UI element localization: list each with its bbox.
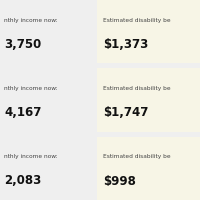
FancyBboxPatch shape [0,137,94,200]
Text: $1,373: $1,373 [103,38,148,51]
Text: Estimated disability be: Estimated disability be [103,154,171,159]
Text: nthly income now:: nthly income now: [4,154,58,159]
FancyBboxPatch shape [0,0,94,63]
Text: nthly income now:: nthly income now: [4,86,58,91]
FancyBboxPatch shape [97,137,200,200]
FancyBboxPatch shape [97,68,200,132]
FancyBboxPatch shape [97,0,200,63]
Text: $1,747: $1,747 [103,106,148,119]
Text: $998: $998 [103,174,136,188]
Text: Estimated disability be: Estimated disability be [103,18,171,23]
Text: Estimated disability be: Estimated disability be [103,86,171,91]
Text: nthly income now:: nthly income now: [4,18,58,23]
Text: 4,167: 4,167 [4,106,41,119]
FancyBboxPatch shape [0,68,94,132]
Text: 3,750: 3,750 [4,38,41,51]
Text: 2,083: 2,083 [4,174,41,188]
